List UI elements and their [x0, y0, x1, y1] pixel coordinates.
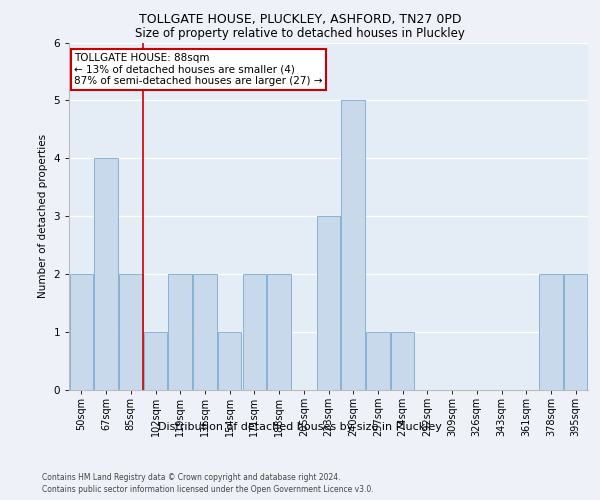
Bar — [169, 274, 192, 390]
Bar — [193, 274, 217, 390]
Text: TOLLGATE HOUSE, PLUCKLEY, ASHFORD, TN27 0PD: TOLLGATE HOUSE, PLUCKLEY, ASHFORD, TN27 … — [139, 12, 461, 26]
Text: TOLLGATE HOUSE: 88sqm
← 13% of detached houses are smaller (4)
87% of semi-detac: TOLLGATE HOUSE: 88sqm ← 13% of detached … — [74, 53, 323, 86]
Bar — [242, 274, 266, 390]
Text: Contains public sector information licensed under the Open Government Licence v3: Contains public sector information licen… — [42, 485, 374, 494]
Bar — [366, 332, 389, 390]
Bar — [539, 274, 563, 390]
Bar — [268, 274, 291, 390]
Text: Size of property relative to detached houses in Pluckley: Size of property relative to detached ho… — [135, 28, 465, 40]
Bar — [119, 274, 143, 390]
Bar — [317, 216, 340, 390]
Text: Distribution of detached houses by size in Pluckley: Distribution of detached houses by size … — [158, 422, 442, 432]
Bar — [391, 332, 415, 390]
Bar — [70, 274, 93, 390]
Bar — [94, 158, 118, 390]
Bar — [564, 274, 587, 390]
Bar — [144, 332, 167, 390]
Bar — [341, 100, 365, 390]
Y-axis label: Number of detached properties: Number of detached properties — [38, 134, 48, 298]
Text: Contains HM Land Registry data © Crown copyright and database right 2024.: Contains HM Land Registry data © Crown c… — [42, 472, 341, 482]
Bar — [218, 332, 241, 390]
